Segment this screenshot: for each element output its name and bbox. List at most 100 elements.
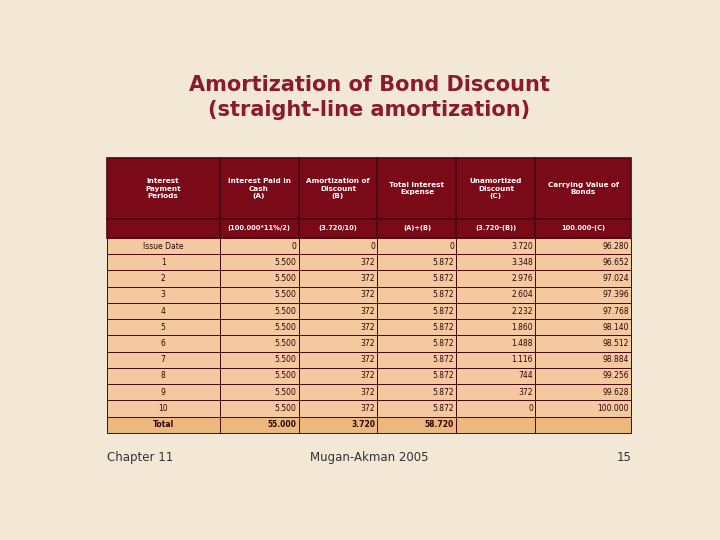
Bar bbox=[299, 352, 377, 368]
Text: 744: 744 bbox=[518, 372, 533, 381]
Text: (100.000*11%/2): (100.000*11%/2) bbox=[228, 225, 290, 231]
Text: 98.512: 98.512 bbox=[603, 339, 629, 348]
Bar bbox=[220, 219, 299, 238]
Text: 1.488: 1.488 bbox=[512, 339, 533, 348]
Text: 9: 9 bbox=[161, 388, 166, 397]
Text: 5.500: 5.500 bbox=[274, 388, 296, 397]
Text: 98.884: 98.884 bbox=[603, 355, 629, 364]
Text: 372: 372 bbox=[361, 388, 375, 397]
Text: 372: 372 bbox=[361, 258, 375, 267]
Bar bbox=[220, 303, 299, 319]
Text: 5.500: 5.500 bbox=[274, 291, 296, 299]
Bar bbox=[456, 319, 536, 335]
Bar bbox=[456, 384, 536, 400]
Text: 5.500: 5.500 bbox=[274, 323, 296, 332]
Text: 55.000: 55.000 bbox=[267, 420, 296, 429]
Text: 5.500: 5.500 bbox=[274, 355, 296, 364]
Bar bbox=[536, 254, 631, 271]
Bar bbox=[299, 158, 377, 219]
Text: 3.720: 3.720 bbox=[511, 241, 533, 251]
Text: Amortization of Bond Discount: Amortization of Bond Discount bbox=[189, 75, 549, 95]
Bar bbox=[536, 335, 631, 352]
Bar bbox=[377, 254, 456, 271]
Bar bbox=[107, 335, 220, 352]
Bar bbox=[220, 254, 299, 271]
Bar bbox=[377, 319, 456, 335]
Bar bbox=[377, 287, 456, 303]
Bar bbox=[536, 368, 631, 384]
Bar bbox=[456, 368, 536, 384]
Text: 3: 3 bbox=[161, 291, 166, 299]
Bar bbox=[377, 335, 456, 352]
Text: 372: 372 bbox=[361, 339, 375, 348]
Text: 15: 15 bbox=[616, 451, 631, 464]
Bar bbox=[536, 158, 631, 219]
Bar bbox=[377, 238, 456, 254]
Text: 372: 372 bbox=[361, 307, 375, 315]
Bar bbox=[456, 219, 536, 238]
Text: 0: 0 bbox=[528, 404, 533, 413]
Bar bbox=[107, 287, 220, 303]
Text: 5.872: 5.872 bbox=[433, 339, 454, 348]
Text: 372: 372 bbox=[361, 291, 375, 299]
Text: 5.872: 5.872 bbox=[433, 291, 454, 299]
Text: 2.232: 2.232 bbox=[512, 307, 533, 315]
Text: Amortization of
Discount
(B): Amortization of Discount (B) bbox=[306, 178, 370, 199]
Text: 98.140: 98.140 bbox=[603, 323, 629, 332]
Bar bbox=[220, 238, 299, 254]
Bar bbox=[377, 219, 456, 238]
Text: 1.116: 1.116 bbox=[512, 355, 533, 364]
Text: 8: 8 bbox=[161, 372, 166, 381]
Bar bbox=[107, 352, 220, 368]
Bar bbox=[377, 416, 456, 433]
Bar bbox=[107, 319, 220, 335]
Bar bbox=[299, 271, 377, 287]
Text: (A)+(B): (A)+(B) bbox=[403, 225, 431, 231]
Bar bbox=[107, 416, 220, 433]
Text: 100.000-(C): 100.000-(C) bbox=[562, 225, 606, 231]
Bar bbox=[456, 287, 536, 303]
Bar bbox=[536, 416, 631, 433]
Text: Total: Total bbox=[153, 420, 174, 429]
Text: 3.348: 3.348 bbox=[511, 258, 533, 267]
Text: 100.000: 100.000 bbox=[598, 404, 629, 413]
Text: (3.720/10): (3.720/10) bbox=[318, 225, 357, 231]
Bar bbox=[220, 271, 299, 287]
Text: Total Interest
Expense: Total Interest Expense bbox=[390, 182, 444, 195]
Bar bbox=[107, 271, 220, 287]
Text: 10: 10 bbox=[158, 404, 168, 413]
Bar bbox=[220, 287, 299, 303]
Bar bbox=[377, 368, 456, 384]
Text: 6: 6 bbox=[161, 339, 166, 348]
Bar bbox=[299, 368, 377, 384]
Bar bbox=[107, 238, 220, 254]
Bar bbox=[456, 352, 536, 368]
Bar bbox=[456, 271, 536, 287]
Bar bbox=[220, 352, 299, 368]
Text: 1.860: 1.860 bbox=[511, 323, 533, 332]
Bar bbox=[220, 335, 299, 352]
Bar bbox=[107, 158, 220, 219]
Text: 96.652: 96.652 bbox=[603, 258, 629, 267]
Text: 7: 7 bbox=[161, 355, 166, 364]
Text: 5.872: 5.872 bbox=[433, 258, 454, 267]
Bar bbox=[377, 158, 456, 219]
Text: 5.500: 5.500 bbox=[274, 307, 296, 315]
Text: 5.872: 5.872 bbox=[433, 372, 454, 381]
Bar bbox=[456, 400, 536, 416]
Bar bbox=[220, 400, 299, 416]
Bar bbox=[220, 384, 299, 400]
Bar bbox=[299, 238, 377, 254]
Text: 372: 372 bbox=[361, 274, 375, 283]
Text: 0: 0 bbox=[370, 241, 375, 251]
Text: Interest
Payment
Periods: Interest Payment Periods bbox=[145, 178, 181, 199]
Text: 5.872: 5.872 bbox=[433, 404, 454, 413]
Bar bbox=[220, 416, 299, 433]
Text: Mugan-Akman 2005: Mugan-Akman 2005 bbox=[310, 451, 428, 464]
Bar bbox=[456, 158, 536, 219]
Text: 0: 0 bbox=[449, 241, 454, 251]
Bar bbox=[220, 368, 299, 384]
Text: 3.720: 3.720 bbox=[351, 420, 375, 429]
Text: (straight-line amortization): (straight-line amortization) bbox=[208, 100, 530, 120]
Text: 4: 4 bbox=[161, 307, 166, 315]
